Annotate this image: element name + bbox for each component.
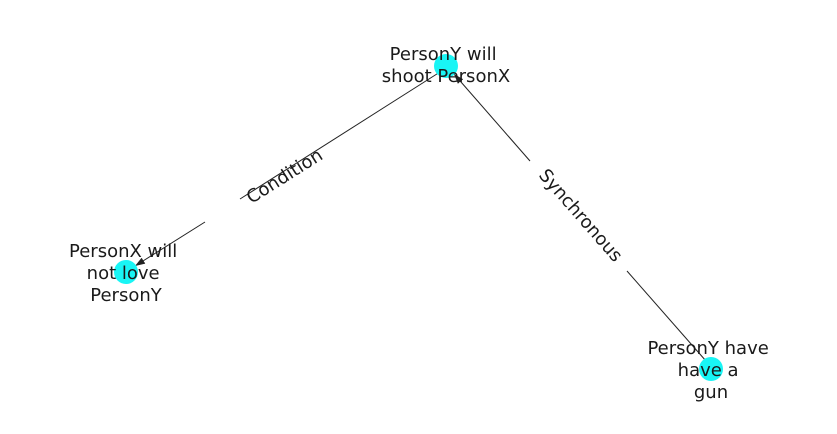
- node-label-line: PersonY have: [647, 338, 768, 359]
- node-label-line: gun: [694, 382, 728, 403]
- edge-label-synchronous: Synchronous: [534, 165, 626, 266]
- edge-condition: Condition: [134, 71, 441, 267]
- node-persony-will-shoot-personx: PersonY will shoot PersonX: [382, 44, 510, 87]
- node-persony-have-have-a-gun: PersonY have have a gun: [647, 338, 774, 403]
- node-label-line: PersonY will: [390, 44, 497, 65]
- node-marker: [114, 260, 138, 284]
- node-label-line: have a: [678, 360, 739, 381]
- edge-synchronous-line: [626, 270, 707, 362]
- edge-label-condition: Condition: [243, 145, 327, 209]
- node-marker: [699, 357, 723, 381]
- node-label: PersonY have have a gun: [647, 338, 774, 403]
- node-personx-will-not-love-persony: PersonX will not love PersonY: [69, 241, 183, 306]
- edge-condition-line-arrow: [134, 221, 206, 267]
- edge-synchronous: Synchronous: [453, 73, 707, 362]
- node-label: PersonX will not love PersonY: [69, 241, 183, 306]
- node-label-line: PersonX will: [69, 241, 177, 262]
- node-label-line: PersonY: [90, 285, 162, 306]
- node-label-line: shoot PersonX: [382, 66, 510, 87]
- node-label-line: not love: [87, 263, 160, 284]
- edge-synchronous-line-arrow: [453, 73, 531, 162]
- node-marker: [434, 54, 458, 78]
- node-label: PersonY will shoot PersonX: [382, 44, 510, 87]
- edge-condition-line: [239, 71, 441, 200]
